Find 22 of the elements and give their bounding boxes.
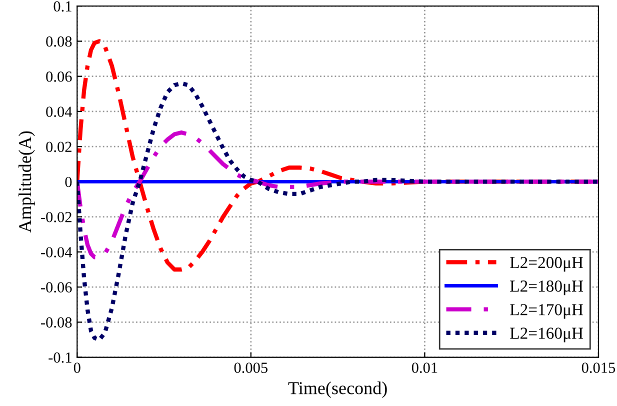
y-tick-label: 0.06 <box>46 71 72 82</box>
y-tick-label: -0.06 <box>41 282 72 293</box>
y-tick-label: -0.04 <box>41 247 72 258</box>
legend-label: L2=170μH <box>510 304 584 319</box>
line-series <box>77 81 598 342</box>
x-axis-title: Time(second) <box>288 382 387 398</box>
y-tick-label: 0.04 <box>46 106 72 117</box>
x-tick-label: 0.01 <box>412 362 438 373</box>
y-tick-label: -0.08 <box>41 317 72 328</box>
x-tick-label: 0 <box>74 362 80 373</box>
x-tick-label: 0.005 <box>234 362 268 373</box>
y-tick-label: 0 <box>65 176 72 188</box>
legend-label: L2=180μH <box>510 280 584 296</box>
x-tick-label: 0.015 <box>582 362 616 373</box>
y-tick-label: -0.1 <box>48 352 72 363</box>
y-tick-label: 0.1 <box>54 1 72 12</box>
legend-label: L2=160μH <box>510 328 584 342</box>
y-tick-label: -0.02 <box>41 212 72 222</box>
y-tick-label: 0.02 <box>46 142 72 152</box>
legend-label: L2=200μH <box>510 256 584 272</box>
y-tick-label: 0.08 <box>46 36 72 47</box>
y-axis-title: Amplitude(A) <box>18 131 35 233</box>
